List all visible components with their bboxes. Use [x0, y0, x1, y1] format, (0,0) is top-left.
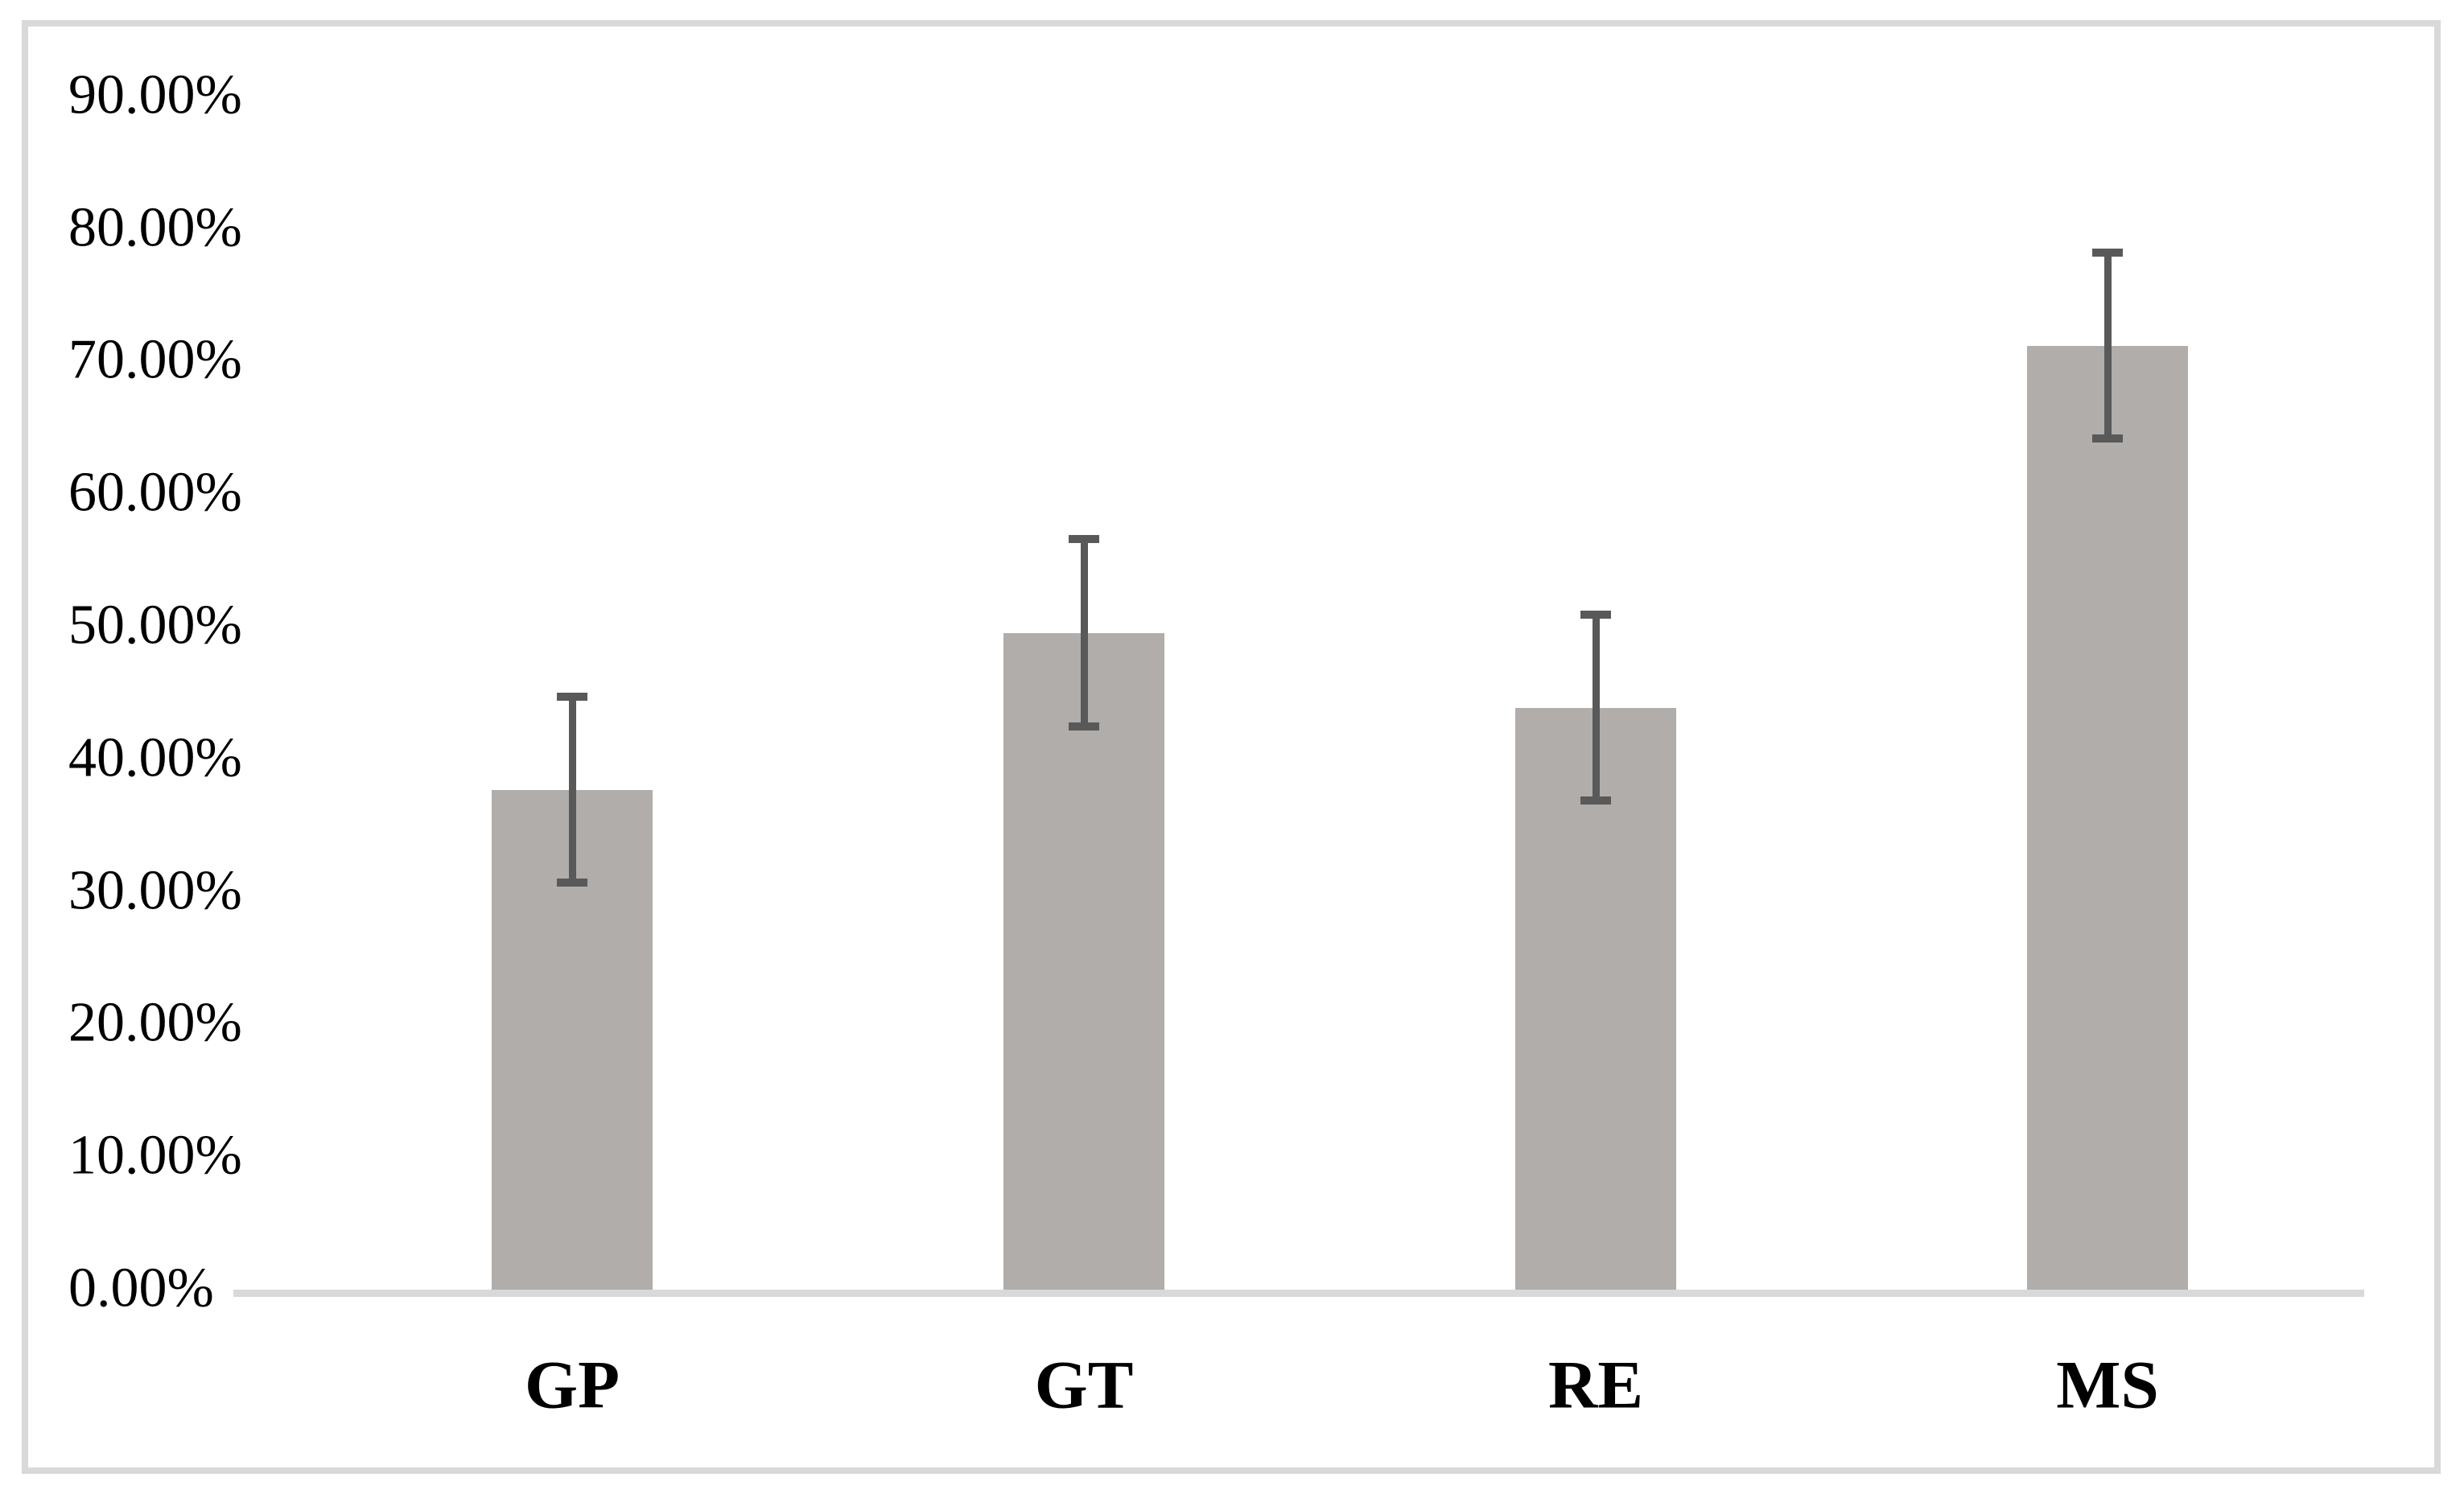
y-tick-label-80: 80.00%	[68, 196, 242, 259]
x-tick-label-ms: MS	[2056, 1347, 2159, 1423]
y-tick-label-90: 90.00%	[68, 64, 242, 126]
y-tick-label-70: 70.00%	[68, 328, 242, 391]
error-bar-line-gt	[1080, 535, 1088, 731]
error-bar-top-cap-gp	[557, 693, 587, 701]
error-bar-bottom-cap-gp	[557, 879, 587, 887]
error-bar-line-ms	[2103, 249, 2112, 442]
x-tick-label-re: RE	[1547, 1347, 1644, 1423]
error-bar-top-cap-gt	[1069, 535, 1099, 543]
y-tick-label-30: 30.00%	[68, 859, 242, 922]
x-tick-label-gt: GT	[1034, 1347, 1134, 1423]
y-tick-label-20: 20.00%	[68, 991, 242, 1054]
error-bar-line-gp	[568, 693, 576, 887]
x-tick-label-gp: GP	[524, 1347, 620, 1423]
y-tick-label-60: 60.00%	[68, 461, 242, 524]
error-bar-top-cap-ms	[2092, 249, 2123, 257]
y-tick-label-10: 10.00%	[68, 1124, 242, 1187]
y-tick-label-40: 40.00%	[68, 726, 242, 789]
error-bar-top-cap-re	[1580, 611, 1611, 619]
y-tick-label-0: 0.00%	[68, 1257, 214, 1319]
error-bar-bottom-cap-ms	[2092, 434, 2123, 442]
error-bar-bottom-cap-re	[1580, 796, 1611, 805]
bar-ms	[2027, 346, 2188, 1290]
error-bar-bottom-cap-gt	[1069, 722, 1099, 731]
x-axis-line	[233, 1290, 2364, 1297]
y-tick-label-50: 50.00%	[68, 594, 242, 656]
bar-re	[1515, 708, 1676, 1290]
error-bar-line-re	[1592, 611, 1600, 805]
bar-gt	[1003, 633, 1164, 1290]
